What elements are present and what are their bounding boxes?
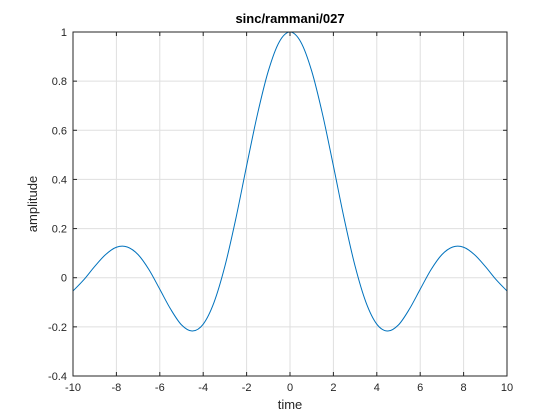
chart-title: sinc/rammani/027 bbox=[235, 11, 344, 26]
y-axis-label: amplitude bbox=[25, 176, 40, 232]
y-tick-label: 0.8 bbox=[52, 76, 67, 88]
tick-labels: -10 -8 -6 -4 -2 0 2 4 6 8 10 -0.4 -0.2 0 0.2 0.4 0.6 0.8 1 bbox=[48, 27, 513, 394]
x-tick-label: 4 bbox=[374, 382, 380, 394]
x-tick-label: 10 bbox=[501, 382, 513, 394]
y-tick-label: -0.4 bbox=[48, 371, 67, 383]
y-tick-label: 0.6 bbox=[52, 125, 67, 137]
x-tick-label: -4 bbox=[198, 382, 208, 394]
y-tick-label: 1 bbox=[61, 27, 67, 39]
x-tick-label: 2 bbox=[330, 382, 336, 394]
y-tick-label: -0.2 bbox=[48, 322, 67, 334]
x-tick-label: 0 bbox=[287, 382, 293, 394]
y-tick-label: 0.4 bbox=[52, 174, 67, 186]
x-tick-label: -2 bbox=[242, 382, 252, 394]
y-tick-label: 0.2 bbox=[52, 224, 67, 236]
x-tick-label: -10 bbox=[65, 382, 81, 394]
x-tick-label: -8 bbox=[112, 382, 122, 394]
x-tick-label: 6 bbox=[417, 382, 423, 394]
x-tick-label: -6 bbox=[155, 382, 165, 394]
x-axis-label: time bbox=[278, 397, 303, 412]
y-tick-label: 0 bbox=[61, 273, 67, 285]
x-tick-label: 8 bbox=[461, 382, 467, 394]
tick-marks bbox=[72, 31, 508, 377]
